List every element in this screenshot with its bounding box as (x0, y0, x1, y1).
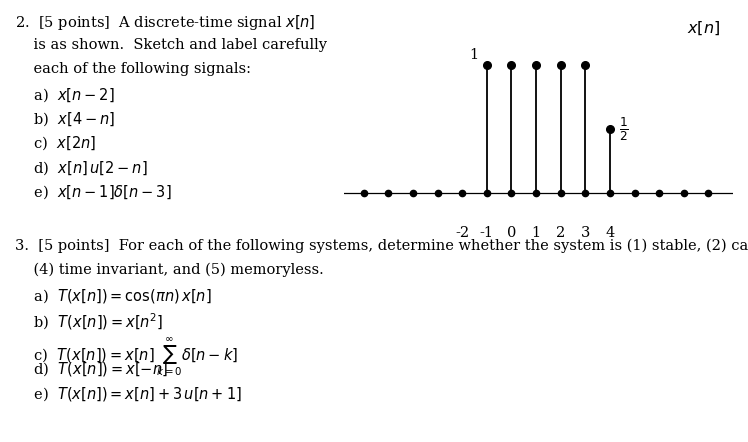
Text: b)  $x[4-n]$: b) $x[4-n]$ (15, 110, 115, 128)
Text: 1: 1 (469, 48, 478, 62)
Text: 3.  [5 points]  For each of the following systems, determine whether the system : 3. [5 points] For each of the following … (15, 239, 748, 253)
Text: a)  $x[n-2]$: a) $x[n-2]$ (15, 86, 114, 104)
Text: $\frac{1}{2}$: $\frac{1}{2}$ (619, 115, 628, 143)
Text: b)  $T(x[n]) = x[n^2]$: b) $T(x[n]) = x[n^2]$ (15, 312, 163, 332)
Text: e)  $T(x[n]) = x[n] + 3\,u[n+1]$: e) $T(x[n]) = x[n] + 3\,u[n+1]$ (15, 385, 242, 403)
Text: d)  $x[n]\,u[2-n]$: d) $x[n]\,u[2-n]$ (15, 159, 147, 177)
Text: e)  $x[n-1]\delta[n-3]$: e) $x[n-1]\delta[n-3]$ (15, 183, 171, 201)
Text: a)  $T(x[n]) = \cos(\pi n)\,x[n]$: a) $T(x[n]) = \cos(\pi n)\,x[n]$ (15, 287, 212, 305)
Text: 2.  [5 points]  A discrete-time signal $x[n]$: 2. [5 points] A discrete-time signal $x[… (15, 13, 316, 32)
Text: d)  $T(x[n]) = x[-n]$: d) $T(x[n]) = x[-n]$ (15, 360, 168, 378)
Text: each of the following signals:: each of the following signals: (15, 62, 251, 76)
Text: c)  $x[2n]$: c) $x[2n]$ (15, 135, 96, 152)
Text: $x[n]$: $x[n]$ (687, 20, 720, 38)
Text: (4) time invariant, and (5) memoryless.: (4) time invariant, and (5) memoryless. (15, 263, 324, 278)
Text: c)  $T(x[n]) = x[n]\,\sum_{k=0}^{\infty}\delta[n-k]$: c) $T(x[n]) = x[n]\,\sum_{k=0}^{\infty}\… (15, 336, 238, 378)
Text: is as shown.  Sketch and label carefully: is as shown. Sketch and label carefully (15, 38, 327, 52)
